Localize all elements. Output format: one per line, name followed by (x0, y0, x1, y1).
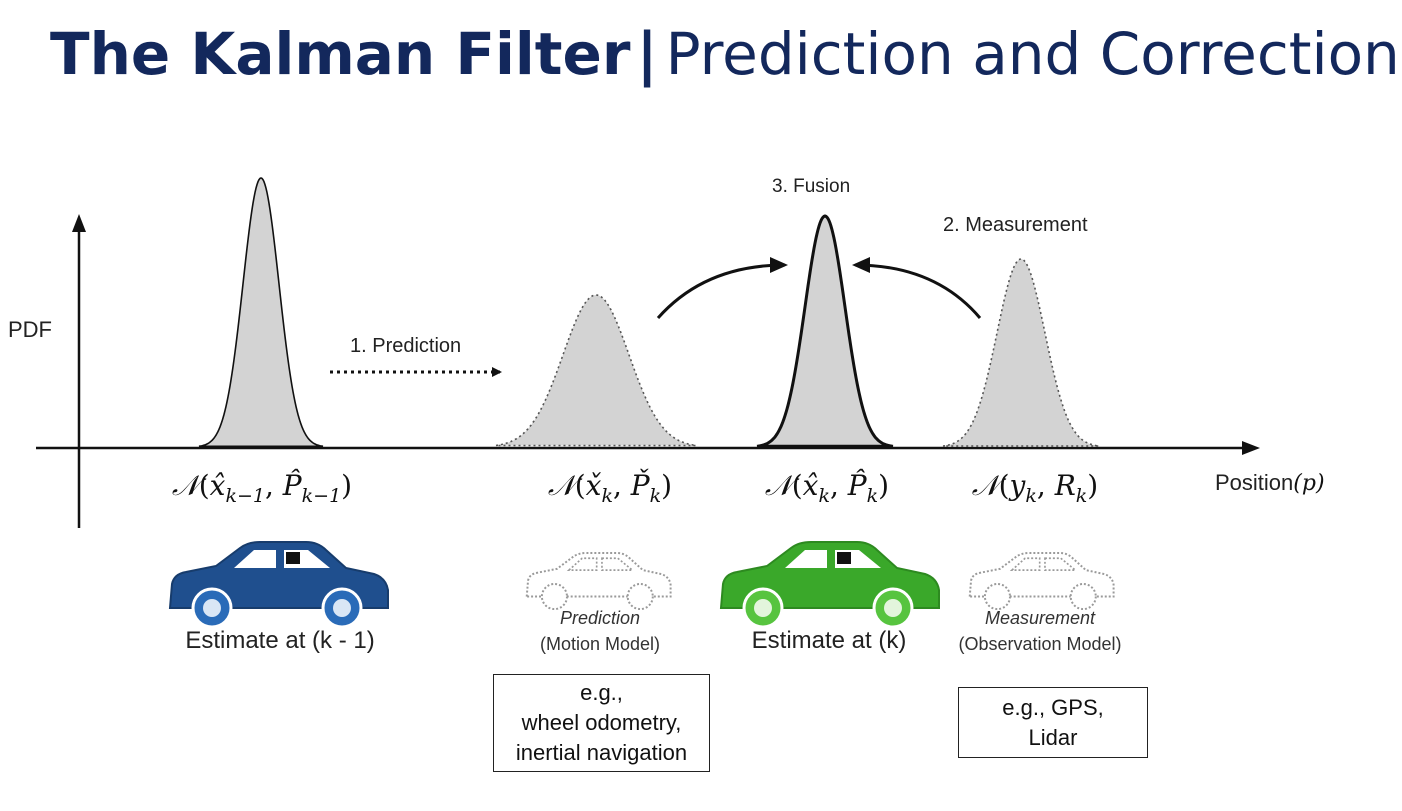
prediction-step-label: 1. Prediction (350, 335, 461, 357)
x-axis-arrowhead (1242, 441, 1260, 455)
dist-label-fused: 𝒩(x̂k, P̂k) (765, 469, 889, 507)
measurement-examples-box: e.g., GPS, Lidar (958, 687, 1148, 758)
pdf-curve-predicted (495, 294, 697, 447)
car-icon-measurement (968, 551, 1115, 611)
measurement-example-line: Lidar (1028, 724, 1078, 750)
slide-title: The Kalman Filter | Prediction and Correct… (50, 14, 1400, 94)
x-axis-label: Position(p) (1215, 470, 1325, 496)
title-light-part: Prediction and Correction (665, 20, 1400, 88)
pdf-curve-fused (756, 214, 894, 448)
dist-label-measurement: 𝒩(yk, Rk) (972, 469, 1098, 507)
fusion-arrow-right (852, 257, 982, 319)
car-icon-prediction (525, 551, 672, 611)
dist-label-prior: 𝒩(x̂k−1, P̂k−1) (172, 469, 352, 507)
robot-driver-icon (286, 552, 300, 564)
measurement-example-line: e.g., GPS, (1002, 694, 1104, 720)
prediction-example-line: e.g., (580, 680, 623, 705)
fusion-arrow-left (656, 257, 788, 319)
title-separator: | (636, 20, 658, 88)
measurement-step-label: 2. Measurement (943, 214, 1088, 236)
pdf-curve-prior (198, 177, 324, 448)
caption-prediction-title: Prediction (559, 608, 641, 628)
caption-prediction-sub: (Motion Model) (539, 634, 661, 654)
fusion-step-label: 3. Fusion (772, 176, 850, 197)
car-icon-fused (719, 541, 940, 629)
robot-driver-icon (837, 552, 851, 564)
y-axis-arrowhead (72, 214, 86, 232)
prediction-example-line: inertial navigation (515, 740, 688, 765)
pdf-curve-measurement (942, 258, 1100, 447)
caption-fused: Estimate at (k) (751, 627, 907, 654)
prediction-examples-box: e.g., wheel odometry, inertial navigatio… (493, 674, 710, 772)
title-bold-part: The Kalman Filter (50, 20, 631, 88)
prediction-example-line: wheel odometry, (521, 710, 682, 735)
y-axis-label: PDF (8, 317, 52, 342)
dist-label-predicted: 𝒩(x̌k, P̌k) (548, 469, 672, 507)
caption-measurement-sub: (Observation Model) (958, 634, 1122, 654)
caption-measurement-title: Measurement (984, 608, 1096, 628)
caption-prior: Estimate at (k - 1) (185, 627, 375, 654)
car-icon-prior (168, 541, 389, 629)
